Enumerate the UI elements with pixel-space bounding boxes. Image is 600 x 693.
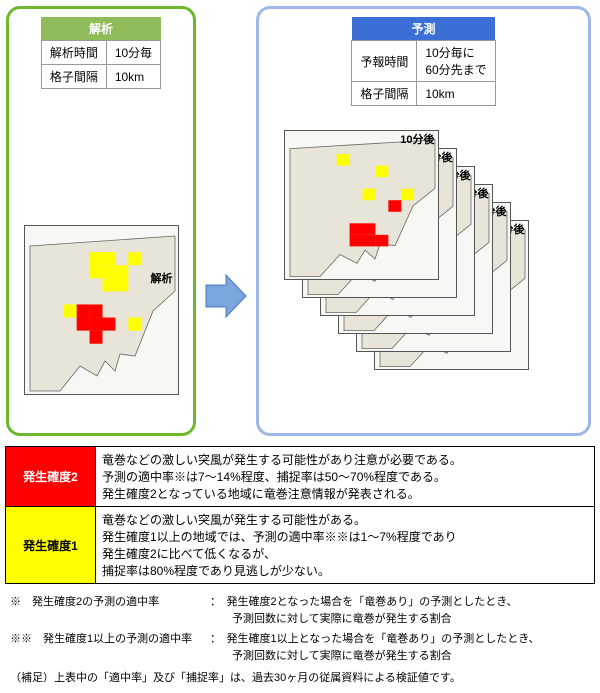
forecast-title: 予測 — [352, 17, 495, 41]
footnote-val: ： 発生確度2となった場合を「竜巻あり」の予測としたとき、 予測回数に対して実際… — [210, 594, 518, 627]
analysis-map — [24, 225, 179, 395]
supplement: （補足）上表中の「適中率」及び「捕捉率」は、過去30ヶ月の従属資料による検証値で… — [10, 670, 590, 687]
forecast-layer-label: 10分後 — [400, 131, 434, 147]
footnote-key: ※ 発生確度2の予測の適中率 — [10, 594, 210, 627]
analysis-panel: 解析 解析時間10分毎 格子間隔10km 解析 — [6, 6, 196, 436]
level-desc: 竜巻などの激しい突風が発生する可能性があり注意が必要である。 予測の適中率※は7… — [96, 447, 595, 507]
footnote-key: ※※ 発生確度1以上の予測の適中率 — [10, 631, 210, 664]
forecast-info-table: 予測 予報時間10分毎に 60分先まで 格子間隔10km — [351, 17, 495, 106]
analysis-title: 解析 — [41, 17, 160, 41]
footnotes: ※ 発生確度2の予測の適中率： 発生確度2となった場合を「竜巻あり」の予測とした… — [0, 588, 600, 693]
footnote-val: ： 発生確度1以上となった場合を「竜巻あり」の予測としたとき、 予測回数に対して… — [210, 631, 540, 664]
analysis-info-table: 解析 解析時間10分毎 格子間隔10km — [41, 17, 161, 89]
level-table: 発生確度2竜巻などの激しい突風が発生する可能性があり注意が必要である。 予測の適… — [5, 446, 595, 584]
level-name: 発生確度2 — [6, 447, 96, 507]
arrow-icon — [204, 271, 248, 321]
level-name: 発生確度1 — [6, 507, 96, 584]
forecast-panel: 予測 予報時間10分毎に 60分先まで 格子間隔10km 10分後20分後30分… — [256, 6, 591, 436]
analysis-map-label: 解析 — [151, 270, 173, 286]
forecast-stack: 10分後20分後30分後40分後50分後60分後 — [284, 130, 564, 390]
level-desc: 竜巻などの激しい突風が発生する可能性がある。 発生確度1以上の地域では、予測の適… — [96, 507, 595, 584]
forecast-layer: 10分後 — [284, 130, 439, 280]
